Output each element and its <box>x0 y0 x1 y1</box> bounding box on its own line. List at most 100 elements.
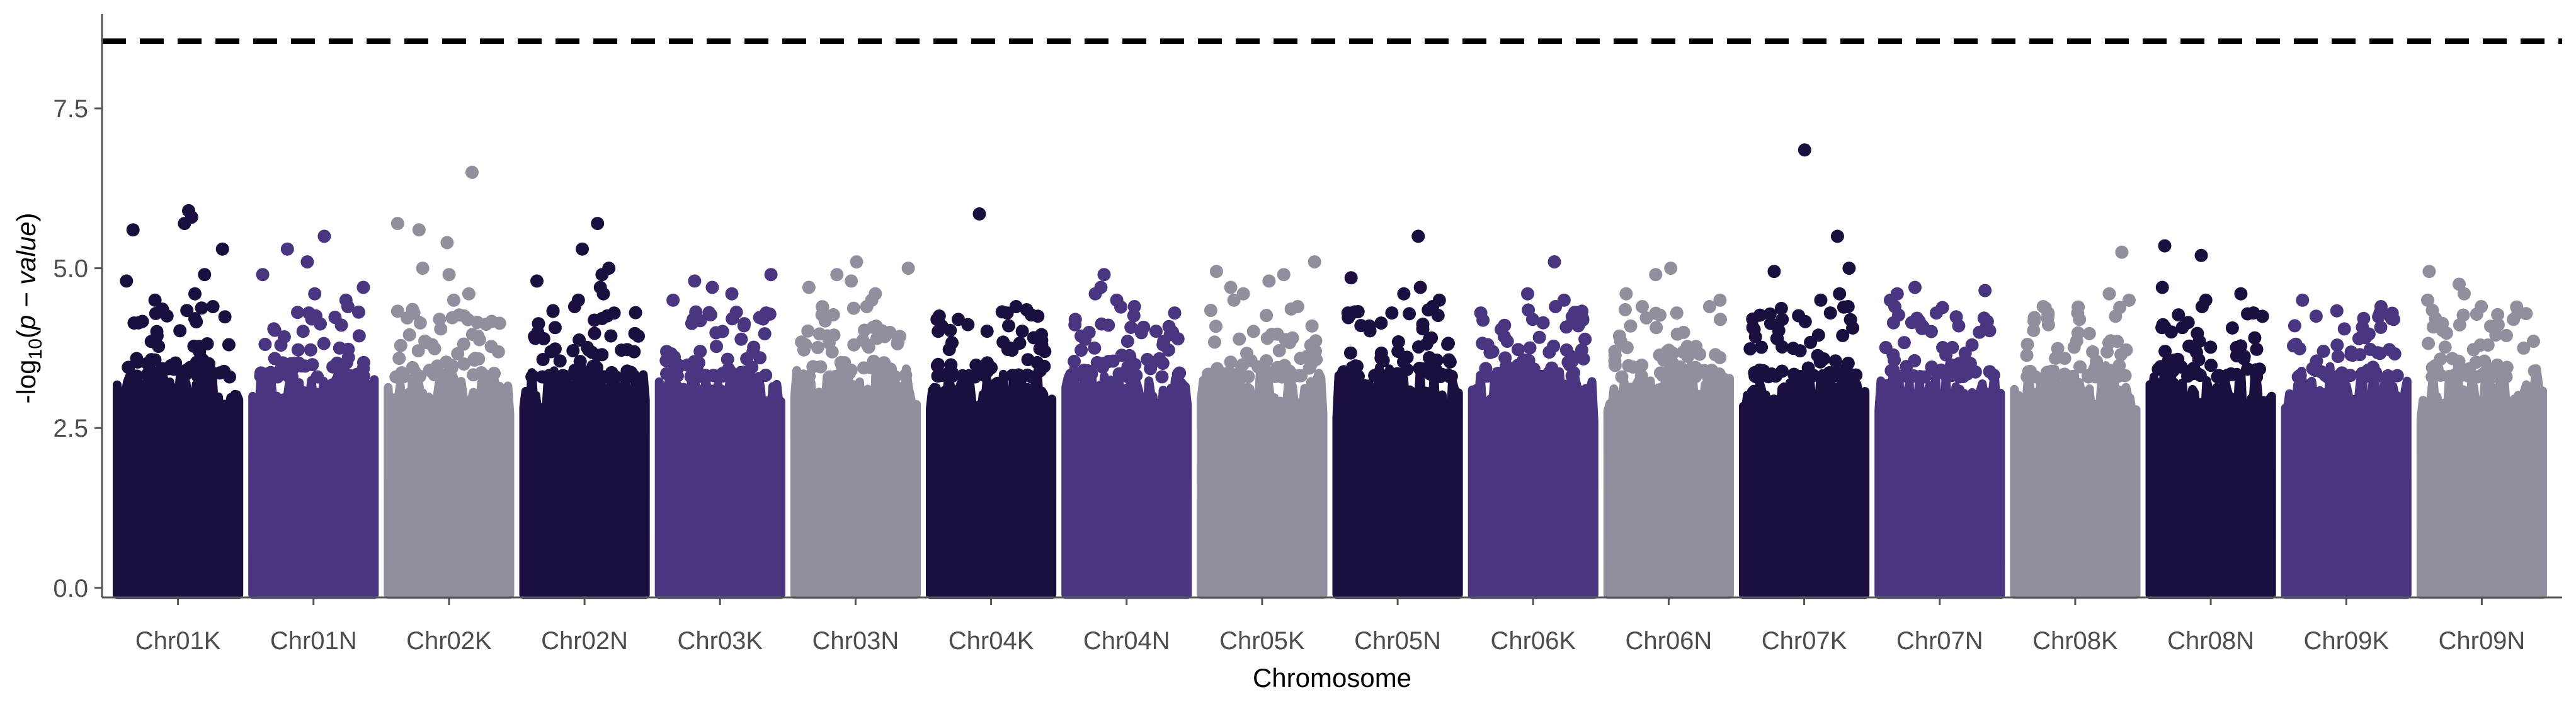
snp-point <box>149 306 162 320</box>
chromosome-group-chr09n <box>2416 265 2547 599</box>
snp-point <box>2438 340 2452 354</box>
snp-point <box>2237 352 2251 366</box>
snp-point-top <box>1411 229 1425 243</box>
chromosome-group-chr02n <box>519 217 650 599</box>
chromosome-group-chr03n <box>790 255 921 599</box>
snp-point <box>1846 321 1860 335</box>
snp-point <box>202 357 215 371</box>
snp-point <box>1236 358 1250 372</box>
snp-point <box>479 369 493 383</box>
snp-point <box>525 370 539 384</box>
snp-point <box>1498 351 1512 365</box>
snp-point <box>122 360 135 374</box>
snp-point <box>1787 367 1801 381</box>
snp-point-top <box>206 300 220 313</box>
snp-point <box>628 326 642 340</box>
snp-point <box>268 352 282 366</box>
snp-point <box>1156 357 1170 370</box>
bulk-points-chr05n <box>1332 361 1463 599</box>
snp-point <box>1021 353 1035 367</box>
snp-point <box>2230 367 2243 381</box>
snp-point <box>1805 369 1819 383</box>
snp-point-top <box>2507 313 2521 326</box>
snp-point <box>1416 322 1430 336</box>
snp-point <box>1246 325 1260 338</box>
snp-point <box>402 328 416 342</box>
snp-point <box>183 360 197 374</box>
snp-point-top <box>952 313 965 326</box>
snp-point <box>328 311 342 324</box>
snp-point <box>1849 368 1863 382</box>
snp-point <box>392 352 406 366</box>
snp-point <box>1653 349 1667 362</box>
snp-point <box>2498 368 2512 382</box>
snp-point <box>457 337 470 351</box>
snp-point <box>1650 321 1663 335</box>
snp-point <box>1670 327 1684 341</box>
snp-point <box>1743 342 1757 355</box>
snp-point <box>2293 368 2307 382</box>
snp-point <box>2330 304 2344 318</box>
snp-point <box>1888 354 1901 367</box>
snp-point <box>413 316 427 330</box>
snp-point <box>2489 328 2503 342</box>
snp-point <box>600 309 614 323</box>
x-tick-label: Chr03N <box>812 627 899 655</box>
snp-point <box>305 358 319 372</box>
snp-point <box>2455 368 2469 382</box>
snp-point-top <box>1842 262 1856 275</box>
snp-point-top <box>462 287 476 301</box>
x-tick-label: Chr01N <box>270 627 357 655</box>
snp-point <box>2204 340 2218 354</box>
snp-point <box>457 357 470 371</box>
snp-point <box>1025 370 1039 384</box>
snp-point <box>1763 307 1777 321</box>
snp-point-top <box>1619 287 1633 301</box>
snp-point <box>857 361 870 375</box>
snp-point <box>2306 362 2320 376</box>
y-axis-title-italic: p − value <box>11 221 41 331</box>
snp-point <box>888 370 902 384</box>
snp-point <box>1403 307 1416 321</box>
snp-point <box>1523 341 1537 355</box>
snp-point <box>1476 337 1490 350</box>
snp-point <box>2067 340 2081 354</box>
x-tick-label: Chr09N <box>2438 627 2525 655</box>
snp-point <box>1701 370 1715 384</box>
snp-point <box>556 369 570 383</box>
snp-point <box>493 316 506 330</box>
snp-point <box>1897 336 1911 350</box>
snp-point-top <box>447 293 460 307</box>
snp-point-top <box>1714 313 1727 326</box>
snp-point <box>2071 326 2085 340</box>
snp-point <box>759 369 773 382</box>
snp-point <box>2082 326 2096 340</box>
snp-point <box>797 343 811 357</box>
snp-point <box>356 362 370 376</box>
snp-point <box>2027 314 2041 328</box>
snp-point <box>1074 343 1088 357</box>
snp-point <box>1575 343 1588 357</box>
snp-point <box>1755 340 1769 354</box>
snp-point <box>2214 369 2228 383</box>
snp-point <box>2476 367 2490 381</box>
snp-point <box>406 360 419 374</box>
snp-point <box>2191 367 2204 381</box>
snp-point-top <box>390 217 404 231</box>
snp-point-top <box>1841 300 1855 313</box>
snp-point-top <box>2296 293 2310 307</box>
snp-point <box>2528 364 2541 378</box>
chromosome-group-chr05n <box>1332 229 1463 599</box>
snp-point <box>858 323 871 337</box>
snp-point <box>2352 331 2366 345</box>
snp-point <box>1397 355 1410 369</box>
snp-point <box>1363 324 1377 338</box>
snp-point <box>352 329 366 343</box>
snp-point-top <box>2102 287 2116 301</box>
snp-point <box>1565 369 1579 383</box>
snp-point <box>1204 304 1217 317</box>
snp-point-top <box>2155 280 2169 294</box>
snp-point-top <box>1525 313 1539 326</box>
bulk-points-chr01k <box>113 371 244 599</box>
bulk-points-chr09n <box>2416 361 2547 599</box>
